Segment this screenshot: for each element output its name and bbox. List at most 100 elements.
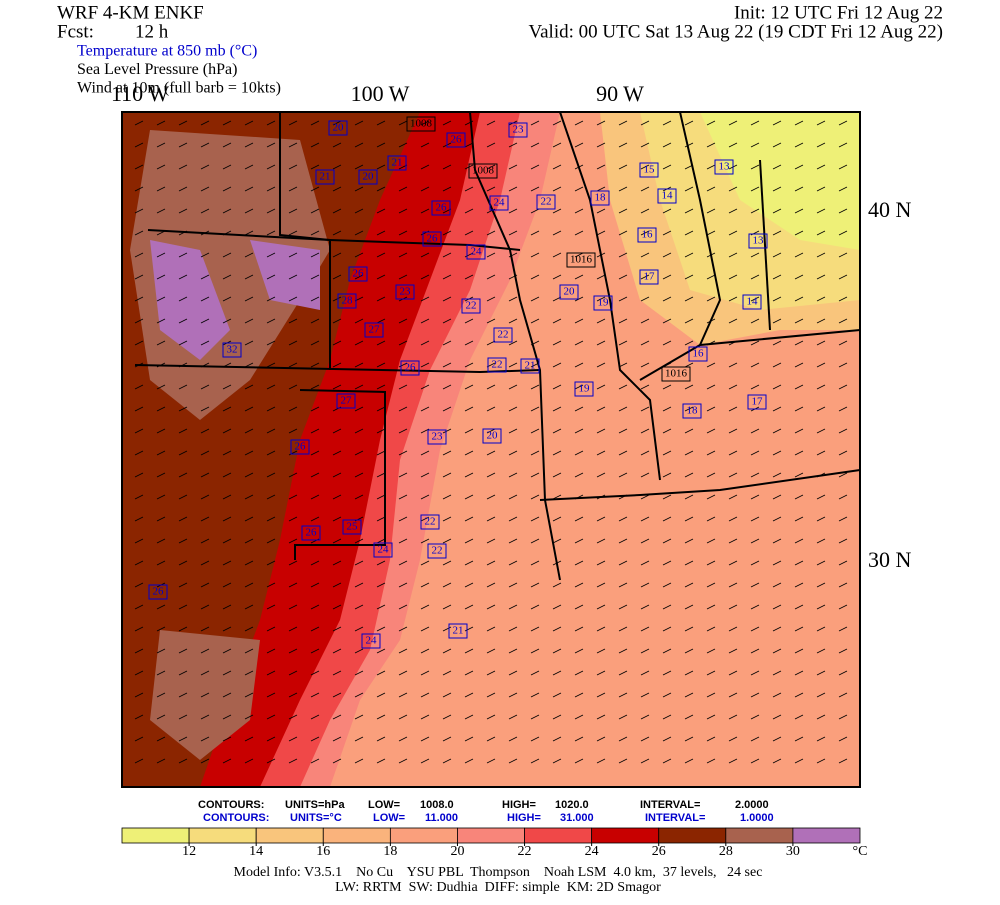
wind-barb <box>640 692 650 698</box>
wind-barb <box>266 428 276 434</box>
wind-barb <box>398 538 408 544</box>
wind-barb <box>134 582 144 588</box>
wind-barb <box>684 428 694 434</box>
wind-barb <box>310 406 320 412</box>
contour-info: UNITS=°C <box>290 812 342 824</box>
wind-barb <box>816 120 826 126</box>
wind-barb <box>244 428 254 434</box>
wind-barb <box>266 582 276 588</box>
wind-barb <box>662 318 672 324</box>
wind-barb <box>134 450 144 456</box>
wind-barb <box>794 538 804 544</box>
wind-barb <box>486 538 496 544</box>
wind-barb <box>750 384 760 390</box>
wind-barb <box>332 692 342 698</box>
wind-barb <box>310 582 320 588</box>
colorbar-swatch <box>255 827 324 844</box>
wind-barb <box>618 208 628 214</box>
wind-barb <box>464 604 474 610</box>
label-box <box>566 252 596 268</box>
wind-barb <box>728 516 738 522</box>
colorbar-swatch <box>457 827 525 844</box>
wind-barb <box>574 186 584 192</box>
wind-barb <box>684 560 694 566</box>
wind-barb <box>420 318 430 324</box>
wind-barb <box>552 648 562 654</box>
wind-barb <box>750 428 760 434</box>
wind-barb <box>288 736 298 742</box>
wind-barb <box>794 142 804 148</box>
wind-barb <box>728 120 738 126</box>
wind-barb <box>574 670 584 676</box>
wind-barb <box>684 208 694 214</box>
wind-barb <box>310 626 320 632</box>
wind-barb <box>728 494 738 500</box>
wind-barb <box>530 758 540 764</box>
wind-barb <box>728 736 738 742</box>
wind-barb <box>222 516 232 522</box>
temperature-contour-label: 18 <box>687 405 699 417</box>
wind-barb <box>772 318 782 324</box>
wind-barb <box>288 582 298 588</box>
wind-barb <box>684 758 694 764</box>
temperature-contour-label: 13 <box>719 161 731 173</box>
wind-barb <box>420 758 430 764</box>
wind-barb <box>618 714 628 720</box>
wind-barb <box>574 516 584 522</box>
wind-barb <box>662 450 672 456</box>
wind-barb <box>178 626 188 632</box>
valid-time: Valid: 00 UTC Sat 13 Aug 22 (19 CDT Fri … <box>529 21 944 42</box>
wind-barb <box>134 604 144 610</box>
wind-barb <box>596 186 606 192</box>
wind-barb <box>442 758 452 764</box>
wind-barb <box>662 362 672 368</box>
wind-barb <box>486 120 496 126</box>
wind-barb <box>596 494 606 500</box>
wind-barb <box>728 406 738 412</box>
wind-barb <box>332 208 342 214</box>
wind-barb <box>332 626 342 632</box>
colorbar-tick-label: 16 <box>316 844 330 859</box>
wind-barb <box>398 428 408 434</box>
wind-barb <box>662 406 672 412</box>
wind-barb <box>354 450 364 456</box>
wind-barb <box>266 560 276 566</box>
label-box <box>148 584 168 600</box>
wind-barb <box>244 274 254 280</box>
wind-barb <box>310 450 320 456</box>
wind-barb <box>640 494 650 500</box>
wind-barb <box>156 274 166 280</box>
wind-barb <box>728 318 738 324</box>
wind-barb <box>596 120 606 126</box>
wind-barb <box>222 230 232 236</box>
wind-barb <box>134 340 144 346</box>
wind-barb <box>376 120 386 126</box>
wind-barb <box>354 604 364 610</box>
label-box <box>639 269 659 285</box>
wind-barb <box>266 450 276 456</box>
wind-barb <box>134 230 144 236</box>
wind-barb <box>640 472 650 478</box>
wind-barb <box>178 648 188 654</box>
wind-barb <box>156 164 166 170</box>
wind-barb <box>420 274 430 280</box>
wind-barb <box>266 736 276 742</box>
wind-barb <box>640 164 650 170</box>
wind-barb <box>618 362 628 368</box>
wind-barb <box>618 538 628 544</box>
wind-barb <box>508 714 518 720</box>
temperature-contour-label: 26 <box>451 134 463 146</box>
label-box <box>487 357 507 373</box>
wind-barb <box>574 538 584 544</box>
wind-barb <box>178 428 188 434</box>
wind-barb <box>464 384 474 390</box>
wind-barb <box>266 318 276 324</box>
wind-barb <box>750 736 760 742</box>
wind-barb <box>442 670 452 676</box>
wind-barb <box>420 714 430 720</box>
pressure-contour-label: 1016 <box>570 254 593 266</box>
wind-barb <box>684 714 694 720</box>
wind-barb <box>178 494 188 500</box>
wind-barb <box>794 274 804 280</box>
wind-barb <box>332 186 342 192</box>
